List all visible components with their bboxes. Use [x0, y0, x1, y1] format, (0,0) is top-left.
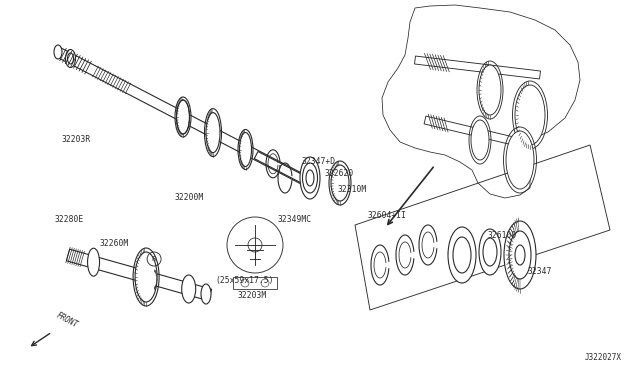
Ellipse shape: [177, 100, 189, 134]
Text: FRONT: FRONT: [55, 311, 79, 330]
Ellipse shape: [471, 120, 489, 160]
Bar: [233, 277, 277, 289]
Text: 32310M: 32310M: [338, 186, 367, 195]
Text: 32349MC: 32349MC: [278, 215, 312, 224]
Ellipse shape: [54, 45, 62, 59]
Ellipse shape: [479, 65, 501, 115]
Ellipse shape: [506, 131, 534, 189]
Text: R: R: [152, 256, 156, 262]
Ellipse shape: [88, 248, 100, 276]
Text: 32604+II: 32604+II: [368, 211, 407, 219]
Text: 322620: 322620: [325, 169, 355, 177]
Text: 32347: 32347: [528, 267, 552, 276]
Ellipse shape: [448, 227, 476, 283]
Text: 32203M: 32203M: [238, 292, 268, 301]
Text: 326100: 326100: [488, 231, 517, 240]
Ellipse shape: [331, 165, 349, 201]
Ellipse shape: [479, 229, 501, 275]
Text: 32347+D: 32347+D: [302, 157, 336, 167]
Ellipse shape: [515, 85, 545, 145]
Ellipse shape: [135, 252, 157, 302]
Ellipse shape: [206, 113, 220, 153]
Ellipse shape: [239, 132, 252, 167]
Text: 32200M: 32200M: [175, 193, 204, 202]
Ellipse shape: [201, 284, 211, 304]
Text: 32280E: 32280E: [55, 215, 84, 224]
Ellipse shape: [300, 157, 320, 199]
Text: J322027X: J322027X: [585, 353, 622, 362]
Ellipse shape: [182, 275, 196, 303]
Text: 32203R: 32203R: [62, 135, 92, 144]
Text: (25x59x17.5): (25x59x17.5): [215, 276, 273, 285]
Ellipse shape: [65, 49, 76, 67]
Ellipse shape: [504, 221, 536, 289]
Text: 32260M: 32260M: [100, 238, 129, 247]
